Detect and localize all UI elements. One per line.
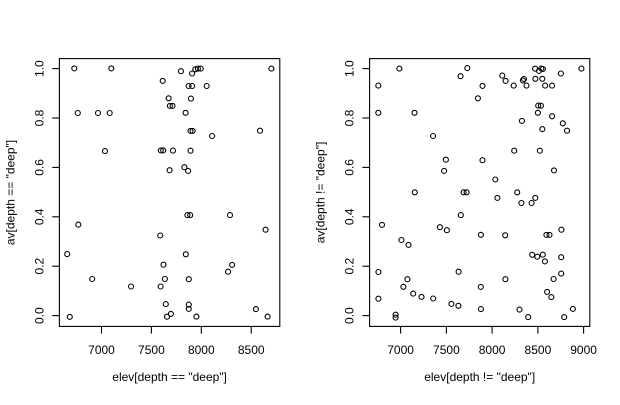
svg-text:0.2: 0.2 [32, 258, 46, 275]
svg-text:8500: 8500 [525, 343, 552, 357]
svg-text:0.0: 0.0 [32, 307, 46, 324]
svg-text:7000: 7000 [387, 343, 414, 357]
svg-text:av[depth == "deep"]: av[depth == "deep"] [4, 140, 18, 245]
svg-text:8000: 8000 [188, 343, 215, 357]
svg-text:9000: 9000 [570, 343, 597, 357]
svg-text:av[depth != "deep"]: av[depth != "deep"] [314, 142, 328, 244]
svg-text:8500: 8500 [238, 343, 265, 357]
svg-text:0.2: 0.2 [343, 258, 357, 275]
svg-text:7500: 7500 [138, 343, 165, 357]
svg-text:1.0: 1.0 [32, 60, 46, 77]
svg-text:0.8: 0.8 [32, 109, 46, 126]
svg-text:0.8: 0.8 [343, 109, 357, 126]
svg-text:1.0: 1.0 [343, 60, 357, 77]
svg-text:8000: 8000 [479, 343, 506, 357]
svg-text:0.4: 0.4 [343, 208, 357, 225]
svg-text:0.6: 0.6 [343, 159, 357, 176]
svg-text:elev[depth != "deep"]: elev[depth != "deep"] [424, 370, 535, 384]
svg-text:0.6: 0.6 [32, 159, 46, 176]
svg-text:7500: 7500 [433, 343, 460, 357]
svg-text:0.0: 0.0 [343, 307, 357, 324]
svg-text:elev[depth == "deep"]: elev[depth == "deep"] [112, 370, 227, 384]
svg-text:0.4: 0.4 [32, 208, 46, 225]
svg-text:7000: 7000 [88, 343, 115, 357]
